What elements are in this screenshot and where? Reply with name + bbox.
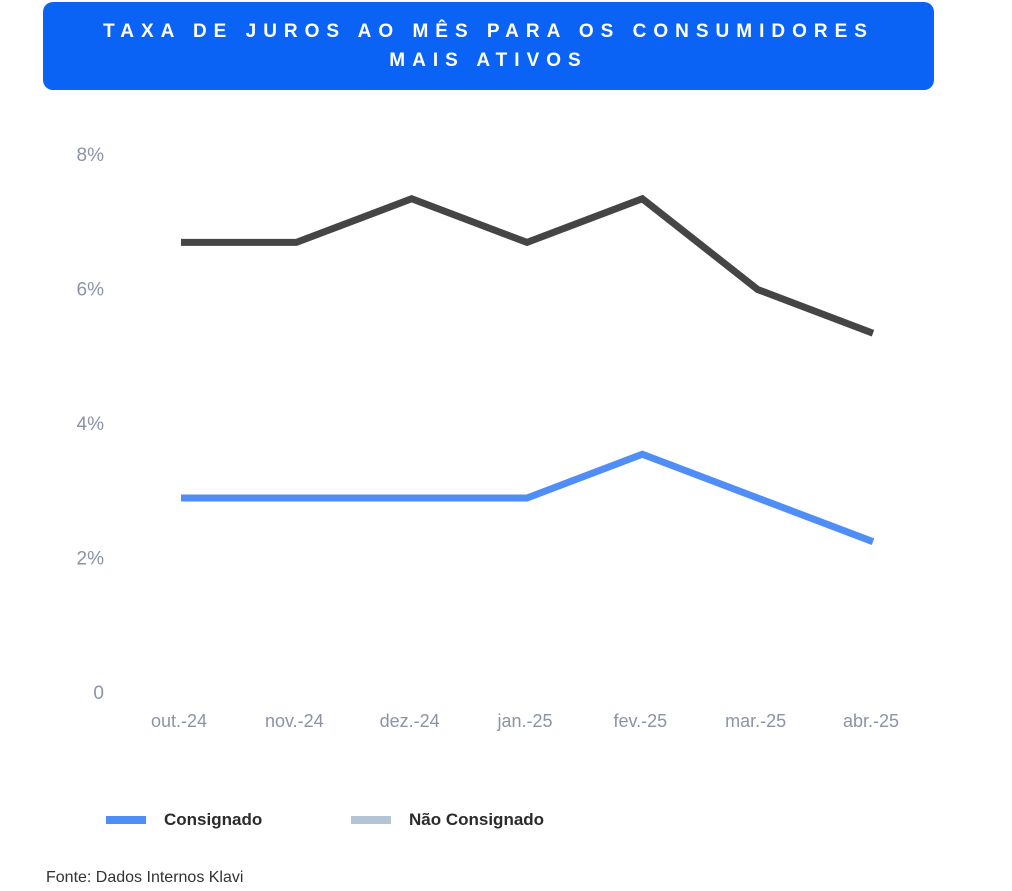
y-tick-label: 6% xyxy=(77,280,105,301)
x-tick-label: nov.-24 xyxy=(265,711,324,731)
x-tick-label: abr.-25 xyxy=(843,711,899,731)
y-tick-label: 0 xyxy=(93,683,104,704)
chart-title-line-2: MAIS ATIVOS xyxy=(389,50,588,71)
series-line-consignado xyxy=(181,450,875,545)
legend-label-consignado: Consignado xyxy=(164,810,263,829)
legend-swatch-nao-consignado xyxy=(351,816,391,824)
chart-legend: Consignado Não Consignado xyxy=(0,807,1012,833)
chart-title-banner: TAXA DE JUROS AO MÊS PARA OS CONSUMIDORE… xyxy=(43,2,934,90)
x-tick-label: out.-24 xyxy=(151,711,207,731)
source-note: Fonte: Dados Internos Klavi xyxy=(46,869,244,886)
legend-item-nao-consignado: Não Consignado xyxy=(351,807,544,833)
chart-title-line-1: TAXA DE JUROS AO MÊS PARA OS CONSUMIDORE… xyxy=(103,21,874,42)
y-tick-label: 2% xyxy=(77,549,105,570)
legend-swatch-consignado xyxy=(106,816,146,824)
x-tick-label: dez.-24 xyxy=(380,711,440,731)
y-tick-label: 8% xyxy=(77,145,105,166)
x-tick-label: mar.-25 xyxy=(725,711,786,731)
x-tick-label: jan.-25 xyxy=(496,711,552,731)
legend-label-nao-consignado: Não Consignado xyxy=(409,810,545,829)
x-tick-label: fev.-25 xyxy=(613,711,667,731)
series-line-nao-consignado xyxy=(181,194,875,337)
y-tick-label: 4% xyxy=(77,414,105,435)
legend-item-consignado: Consignado xyxy=(106,807,262,833)
